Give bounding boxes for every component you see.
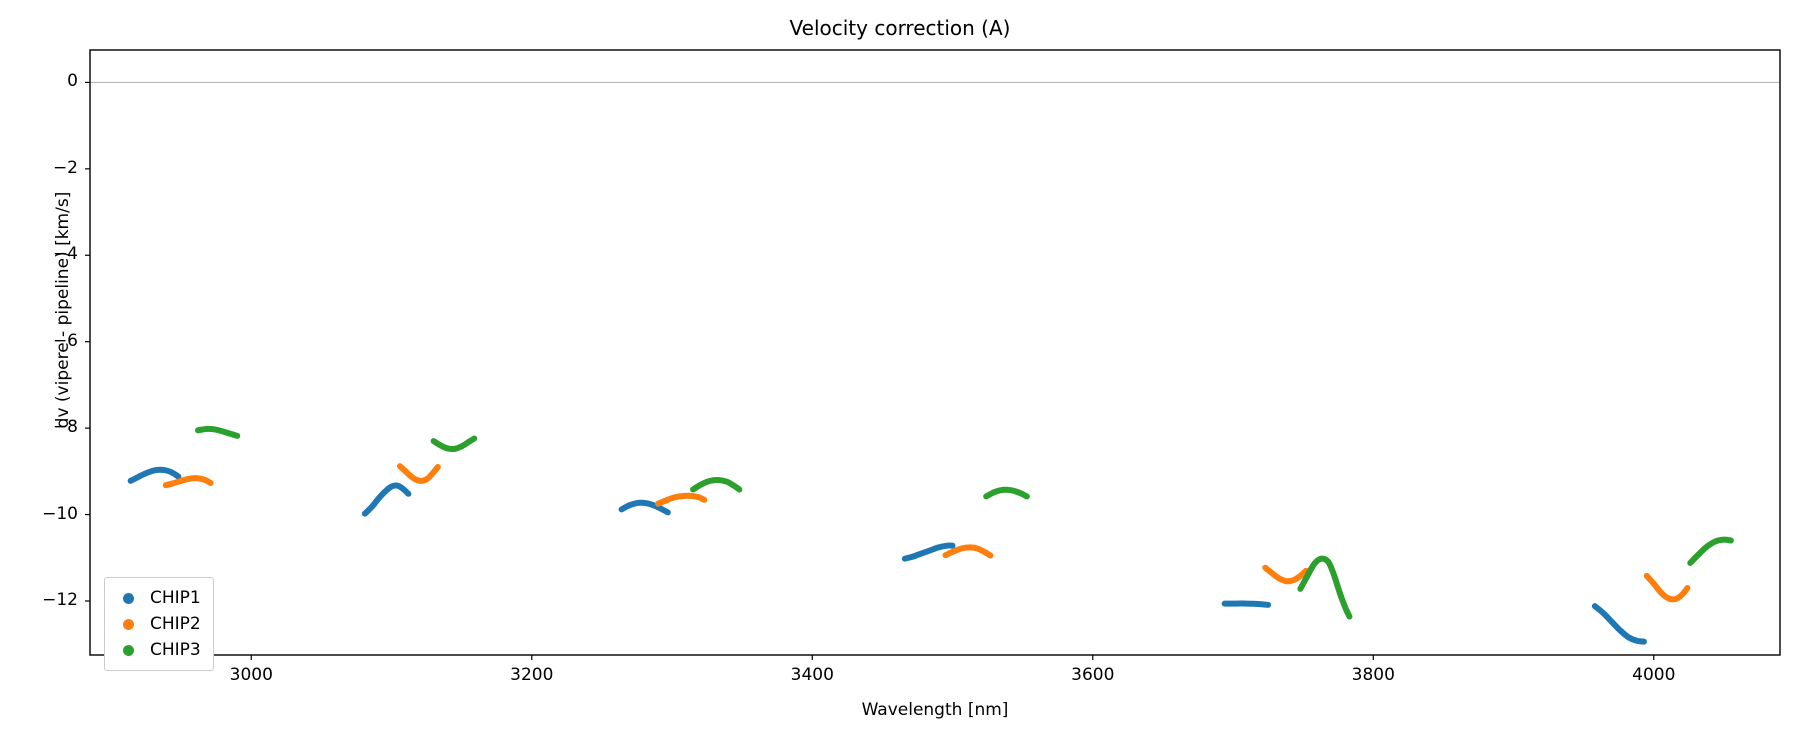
y-tick-label: −8: [52, 417, 78, 438]
data-curve-chip2-seg6: [1643, 572, 1691, 603]
data-curve-chip3-seg6: [1687, 536, 1734, 566]
data-curve-chip2-seg1: [162, 475, 214, 489]
x-tick-label: 3400: [790, 665, 834, 685]
data-curve-chip1-seg2: [361, 482, 412, 517]
legend-marker-chip1: [123, 592, 134, 604]
data-curve-chip3-seg1: [194, 425, 241, 439]
data-curve-chip3-seg2: [430, 435, 478, 453]
y-tick-label: −10: [42, 503, 78, 524]
x-tick-label: 3800: [1351, 665, 1395, 685]
data-curve-chip1-seg1: [127, 466, 182, 484]
data-curve-chip2-seg2: [396, 463, 441, 484]
y-tick-label: −2: [52, 157, 78, 178]
axis-ticks: [85, 81, 1655, 660]
axes-background: [90, 50, 1780, 655]
chart-title: Velocity correction (A): [789, 16, 1011, 40]
data-curve-chip2-seg3: [655, 492, 708, 507]
axes-frame: [89, 49, 1781, 656]
legend-item-chip2[interactable]: CHIP2: [115, 611, 201, 637]
legend-label-chip2: CHIP2: [150, 614, 201, 634]
x-tick-label: 4000: [1632, 665, 1676, 685]
legend-label-chip3: CHIP3: [150, 640, 201, 660]
y-tick-label: −12: [42, 589, 78, 610]
data-series-group: [127, 425, 1734, 645]
x-tick-label: 3000: [229, 665, 273, 685]
legend-marker-chip3: [123, 644, 134, 656]
data-curve-chip2-seg4: [942, 544, 994, 559]
data-curve-chip3-seg5: [1297, 555, 1353, 620]
data-curve-chip1-seg3: [618, 499, 671, 516]
x-axis-label: Wavelength [nm]: [861, 700, 1009, 720]
legend[interactable]: CHIP1 CHIP2 CHIP3: [104, 577, 214, 671]
data-curve-chip3-seg3: [690, 476, 743, 493]
legend-item-chip3[interactable]: CHIP3: [115, 637, 201, 663]
data-curve-chip1-seg4: [901, 542, 956, 562]
legend-marker-chip2: [123, 618, 134, 630]
legend-item-chip1[interactable]: CHIP1: [115, 585, 201, 611]
data-curve-chip1-seg5: [1221, 600, 1272, 608]
y-tick-label: 0: [67, 71, 78, 92]
y-tick-label: −4: [52, 244, 78, 265]
data-curve-chip1-seg6: [1591, 603, 1647, 645]
x-tick-label: 3600: [1071, 665, 1115, 685]
legend-label-chip1: CHIP1: [150, 588, 201, 608]
y-tick-label: −6: [52, 330, 78, 351]
data-curve-chip3-seg4: [983, 486, 1030, 500]
x-tick-label: 3200: [510, 665, 554, 685]
data-curve-chip2-seg5: [1262, 564, 1309, 585]
